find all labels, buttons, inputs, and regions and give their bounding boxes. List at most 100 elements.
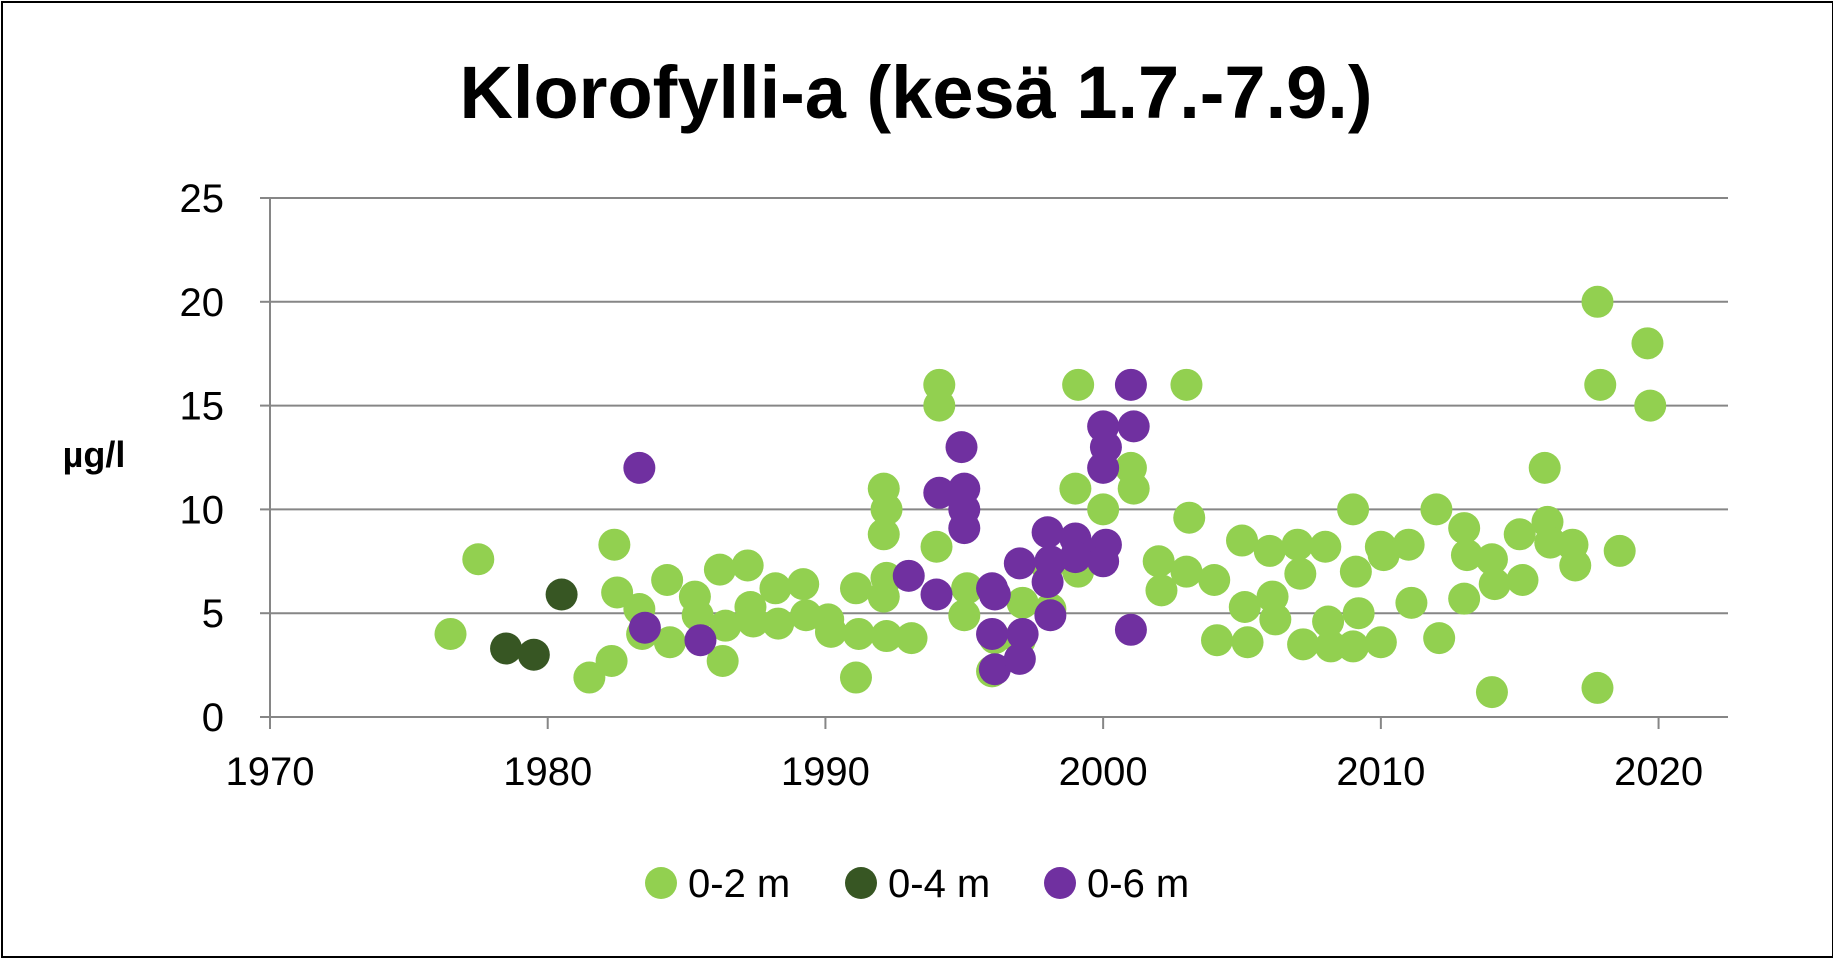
data-point [623,451,656,484]
data-point [1448,582,1481,615]
data-point [1395,586,1428,619]
data-point [923,476,956,509]
y-axis-label: µg/l [63,434,126,475]
data-point [895,622,928,655]
legend-label: 0-6 m [1087,862,1189,906]
y-tick-label: 20 [180,281,225,325]
legend-label: 0-4 m [888,862,990,906]
data-point [1087,451,1120,484]
legend-marker [845,867,877,899]
data-point [867,518,900,551]
data-point [1253,534,1286,567]
data-point [1142,545,1175,578]
data-point [1423,622,1456,655]
data-point [1006,586,1039,619]
legend-item: 0-6 m [1044,862,1189,906]
data-point [1392,528,1425,561]
data-point [1062,368,1095,401]
data-point [1259,603,1292,636]
legend: 0-2 m 0-4 m 0-6 m [645,862,1189,906]
data-point [1059,472,1092,505]
data-points [434,285,1667,709]
data-point [684,624,717,657]
data-point [1003,642,1036,675]
x-tick-label: 1970 [226,750,315,794]
data-point [842,617,875,650]
data-point [462,543,495,576]
data-point [1581,285,1614,318]
data-point [1087,493,1120,526]
data-point [1337,630,1370,663]
series-0-2m [434,285,1667,709]
data-point [870,620,903,653]
legend-item: 0-2 m [645,862,790,906]
chart-title: Klorofylli-a (kesä 1.7.-7.9.) [459,51,1372,134]
data-point [703,553,736,586]
data-point [1117,410,1150,443]
data-point [731,549,764,582]
data-point [1031,566,1064,599]
data-point [595,644,628,677]
data-point [1087,545,1120,578]
data-point [1003,547,1036,580]
data-point [598,528,631,561]
x-tick-label: 2010 [1336,750,1425,794]
data-point [1337,493,1370,526]
data-point [1450,539,1483,572]
data-point [1117,472,1150,505]
data-point [1198,563,1231,596]
data-point [737,605,770,638]
data-point [839,572,872,605]
data-point [1309,530,1342,563]
data-point [1201,624,1234,657]
axes [260,197,1728,729]
data-point [1006,617,1039,650]
data-point [948,512,981,545]
data-point [1503,518,1536,551]
x-tick-label: 2000 [1059,750,1148,794]
data-point [1231,626,1264,659]
data-point [709,609,742,642]
y-tick-label: 15 [180,385,225,429]
data-point [706,644,739,677]
data-point [948,599,981,632]
data-point [601,576,634,609]
data-point [1314,630,1347,663]
data-point [951,572,984,605]
data-point [1475,676,1508,709]
data-point [839,661,872,694]
data-point [1312,605,1345,638]
data-point [628,611,661,644]
data-point [762,607,795,640]
data-point [1145,574,1178,607]
data-point [573,661,606,694]
data-point [920,578,953,611]
data-point [517,638,550,671]
data-point [920,530,953,563]
data-point [1367,539,1400,572]
data-point [945,431,978,464]
legend-label: 0-2 m [688,862,790,906]
data-point [1228,590,1261,623]
data-point [1114,368,1147,401]
data-point [1031,516,1064,549]
data-point [892,559,925,592]
data-point [814,615,847,648]
x-tick-label: 1990 [781,750,870,794]
x-tick-labels: 1970 1980 1990 2000 2010 2020 [226,750,1704,794]
data-point [651,563,684,596]
data-point [787,568,820,601]
y-tick-label: 5 [202,592,224,636]
data-point [1584,368,1617,401]
data-point [1284,557,1317,590]
data-point [434,617,467,650]
data-point [870,493,903,526]
legend-marker [1044,867,1076,899]
y-tick-labels: 0 5 10 15 20 25 [180,177,225,740]
data-point [1634,389,1667,422]
data-point [1475,543,1508,576]
x-tick-label: 2020 [1614,750,1703,794]
data-point [681,599,714,632]
data-point [1420,493,1453,526]
